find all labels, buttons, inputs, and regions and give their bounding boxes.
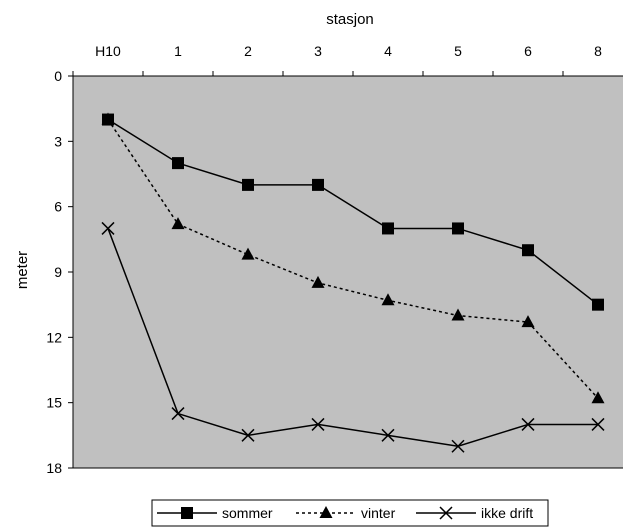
data-point-triangle bbox=[451, 308, 465, 321]
legend-item: sommer bbox=[157, 505, 273, 521]
y-tick-label: 6 bbox=[54, 199, 62, 215]
series-vinter bbox=[101, 112, 605, 404]
data-point-square bbox=[592, 298, 604, 311]
y-axis-title: meter bbox=[14, 251, 31, 289]
data-point-triangle bbox=[171, 217, 185, 230]
series-line bbox=[107, 228, 598, 447]
data-point-x-stroke bbox=[241, 428, 255, 442]
data-point-x-stroke bbox=[591, 417, 605, 431]
data-point-triangle bbox=[319, 506, 333, 518]
data-point-x bbox=[439, 506, 453, 520]
data-point-triangle bbox=[101, 112, 115, 125]
data-point-square bbox=[172, 157, 184, 170]
legend-label: ikke drift bbox=[481, 505, 533, 521]
x-tick-label: 5 bbox=[454, 43, 462, 59]
data-point-square bbox=[181, 507, 193, 519]
legend-label: vinter bbox=[361, 505, 396, 521]
legend-item: ikke drift bbox=[416, 505, 533, 521]
data-point-triangle bbox=[311, 275, 325, 288]
data-point-square bbox=[312, 178, 324, 191]
legend: sommer vinter ikke drift bbox=[151, 499, 549, 527]
data-point-x-stroke bbox=[171, 407, 185, 421]
data-point-x bbox=[381, 428, 395, 442]
y-tick-label: 15 bbox=[46, 395, 62, 411]
data-point-x bbox=[451, 439, 465, 453]
data-point-x-stroke bbox=[311, 417, 325, 431]
y-tick-label: 3 bbox=[54, 133, 62, 149]
series-line bbox=[107, 118, 599, 306]
data-point-x bbox=[591, 417, 605, 431]
series-layer bbox=[101, 112, 605, 453]
data-point-square bbox=[452, 222, 464, 235]
data-point-square bbox=[382, 222, 394, 235]
data-point-x bbox=[171, 407, 185, 421]
data-point-triangle bbox=[241, 247, 255, 260]
data-point-x-stroke bbox=[451, 439, 465, 453]
x-tick-label: 6 bbox=[524, 43, 532, 59]
data-point-x-stroke bbox=[381, 428, 395, 442]
x-tick-label: 8 bbox=[594, 43, 602, 59]
data-point-triangle bbox=[521, 315, 535, 328]
x-tick-label: 3 bbox=[314, 43, 322, 59]
legend-label: sommer bbox=[222, 505, 273, 521]
x-tick-label: H10 bbox=[95, 43, 121, 59]
y-tick-label: 12 bbox=[46, 329, 62, 345]
y-tick-label: 9 bbox=[54, 264, 62, 280]
y-tick-label: 0 bbox=[54, 68, 62, 84]
data-point-triangle bbox=[591, 391, 605, 404]
data-point-x bbox=[101, 221, 115, 235]
x-tick-label: 1 bbox=[174, 43, 182, 59]
data-point-square bbox=[522, 244, 534, 257]
x-tick-label: 2 bbox=[244, 43, 252, 59]
data-point-x-stroke bbox=[439, 506, 453, 520]
series-line bbox=[107, 119, 599, 399]
data-point-x bbox=[241, 428, 255, 442]
data-point-x-stroke bbox=[101, 221, 115, 235]
data-point-x bbox=[521, 417, 535, 431]
data-point-square bbox=[242, 178, 254, 191]
plot-area bbox=[73, 76, 623, 468]
y-tick-label: 18 bbox=[46, 460, 62, 476]
legend-item: vinter bbox=[296, 505, 396, 521]
x-tick-label: 4 bbox=[384, 43, 392, 59]
data-point-x-stroke bbox=[521, 417, 535, 431]
series-ikke-drift bbox=[101, 221, 605, 453]
data-point-triangle bbox=[381, 293, 395, 306]
x-axis-title: stasjon bbox=[326, 11, 374, 28]
data-point-x bbox=[311, 417, 325, 431]
